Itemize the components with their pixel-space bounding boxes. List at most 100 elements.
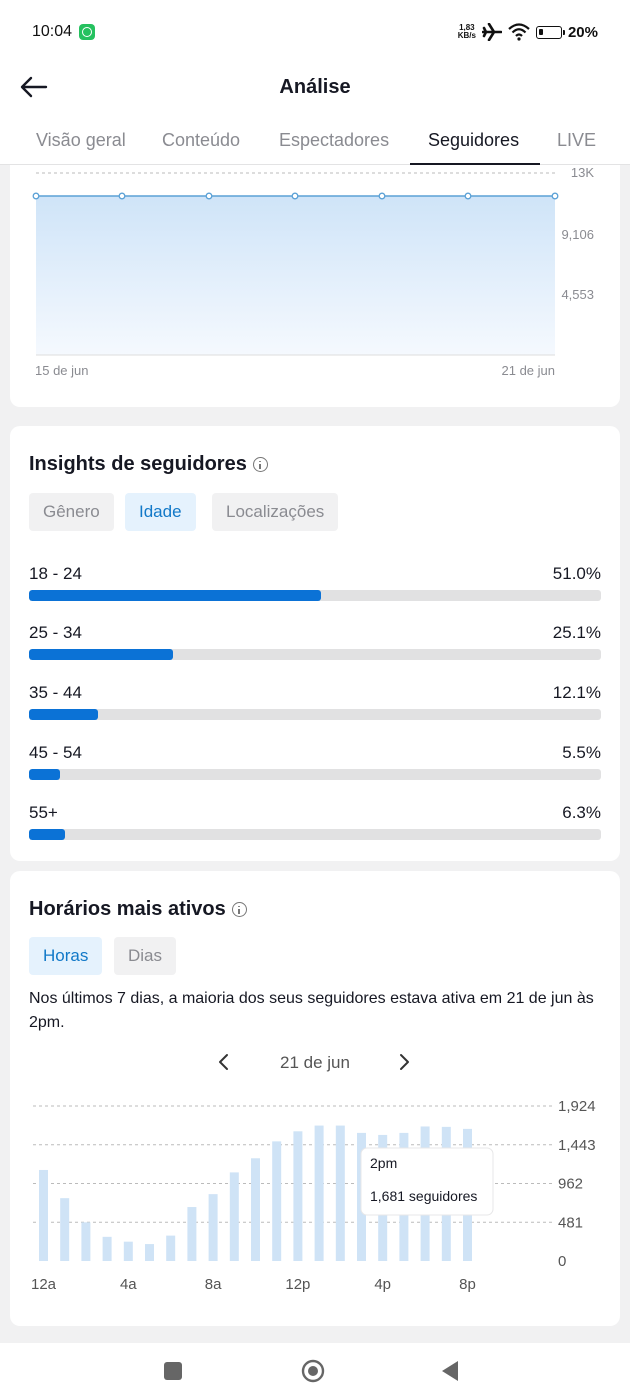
y-tick-label: 962: [558, 1176, 583, 1193]
age-bar-track: [29, 649, 601, 660]
tooltip-box: [360, 1147, 494, 1216]
data-point: [205, 192, 213, 200]
age-value: 25.1%: [552, 623, 601, 642]
bar-7a[interactable]: [187, 1207, 197, 1261]
status-bar: 10:04 1,83 KB/s 20%: [0, 0, 630, 64]
bar-3a[interactable]: [102, 1236, 112, 1261]
age-bar-fill: [29, 829, 66, 840]
home-circle-icon[interactable]: [301, 1359, 325, 1383]
chevron-right-icon[interactable]: [397, 1053, 411, 1076]
back-triangle-icon[interactable]: [442, 1361, 458, 1381]
age-value: 51.0%: [552, 564, 601, 583]
tab-overview[interactable]: Visão geral: [36, 130, 126, 150]
tooltip-title: 2pm: [370, 1155, 397, 1171]
data-point: [118, 192, 126, 200]
age-bar-track: [29, 709, 601, 720]
chip-locations[interactable]: Localizações: [212, 493, 339, 531]
age-bar-fill: [29, 709, 99, 720]
data-point: [464, 192, 472, 200]
age-row-18-24: 18 - 24 51.0%: [29, 564, 601, 604]
y-tick-label: 1,443: [558, 1137, 596, 1154]
battery-icon: [535, 25, 565, 39]
x-tick-label: 12a: [31, 1276, 57, 1293]
y-tick-label: 9,106: [561, 227, 594, 242]
chip-hours[interactable]: Horas: [29, 937, 103, 975]
age-label: 18 - 24: [29, 564, 82, 583]
follower-insights-card: Insights de seguidores Gênero Idade Loca…: [10, 426, 620, 861]
bar-10a[interactable]: [251, 1158, 260, 1261]
date-navigator: 21 de jun: [10, 1051, 620, 1075]
age-row-35-44: 35 - 44 12.1%: [29, 683, 601, 723]
data-point: [291, 192, 299, 200]
y-tick-label: 1,924: [558, 1098, 596, 1115]
bar-4a[interactable]: [123, 1241, 133, 1261]
chevron-left-icon[interactable]: [217, 1053, 231, 1076]
x-tick-label: 8p: [459, 1276, 476, 1293]
followers-chart-card: 13K 9,106 4,553 15 de jun 21 de jun: [10, 165, 620, 407]
bar-6a[interactable]: [166, 1235, 176, 1261]
chip-gender[interactable]: Gênero: [29, 493, 114, 531]
insights-title: Insights de seguidores: [29, 453, 247, 475]
y-tick-label: 481: [558, 1214, 583, 1231]
tab-content[interactable]: Conteúdo: [162, 130, 241, 150]
home-circle-dot: [308, 1366, 318, 1376]
whatsapp-icon: [79, 24, 95, 40]
age-bar-track: [29, 769, 601, 780]
bar-8a[interactable]: [208, 1194, 218, 1261]
info-icon[interactable]: [252, 457, 268, 472]
chip-age[interactable]: Idade: [125, 493, 196, 531]
network-speed: 1,83 KB/s: [458, 24, 476, 40]
bar-12a[interactable]: [39, 1169, 48, 1261]
active-hours-bar-chart: 1,924 1,443 962 481 0 12a 4a 8a 12p 4p 8p 2pm 1,6…: [31, 1098, 596, 1293]
back-arrow-icon: [20, 76, 48, 98]
system-nav-bar: [0, 1343, 630, 1400]
network-speed-value: 1,83: [459, 23, 475, 32]
age-label: 55+: [29, 803, 58, 822]
insights-title-row: Insights de seguidores: [29, 453, 268, 476]
age-value: 12.1%: [552, 683, 601, 702]
age-value: 6.3%: [562, 803, 601, 822]
age-row-45-54: 45 - 54 5.5%: [29, 743, 601, 783]
age-bar-fill: [29, 769, 61, 780]
bar-1a[interactable]: [60, 1198, 70, 1261]
bar-12p[interactable]: [293, 1131, 303, 1261]
bar-1p[interactable]: [314, 1125, 324, 1261]
tab-followers[interactable]: Seguidores: [428, 130, 520, 150]
tab-live[interactable]: LIVE: [557, 130, 597, 150]
tooltip-value: 1,681 seguidores: [370, 1188, 477, 1204]
battery-percent: 20%: [567, 23, 598, 41]
data-point: [551, 192, 559, 200]
header: Análise Visão geral Conteúdo Espectadore…: [0, 64, 630, 166]
age-bar-track: [29, 829, 601, 840]
status-time: 10:04: [32, 23, 73, 40]
airplane-icon: [481, 22, 502, 42]
bar-5a[interactable]: [145, 1244, 154, 1261]
active-times-title-row: Horários mais ativos: [29, 898, 247, 921]
y-tick-label: 4,553: [561, 287, 594, 302]
age-row-25-34: 25 - 34 25.1%: [29, 623, 601, 663]
age-bar-fill: [29, 590, 321, 601]
wifi-icon: [508, 22, 530, 42]
y-tick-label: 13K: [571, 165, 594, 180]
active-tab-indicator: [410, 163, 540, 166]
info-icon[interactable]: [231, 902, 247, 917]
active-summary-text: Nos últimos 7 dias, a maioria dos seus s…: [29, 990, 594, 1031]
data-point: [378, 192, 386, 200]
x-tick-label: 21 de jun: [502, 363, 556, 378]
recents-square-icon[interactable]: [164, 1362, 182, 1380]
active-times-title: Horários mais ativos: [29, 898, 226, 920]
bar-2p[interactable]: [335, 1125, 345, 1261]
active-times-card: Horários mais ativos Horas Dias Nos últi…: [10, 871, 620, 1326]
chip-days[interactable]: Dias: [114, 937, 177, 975]
selected-date: 21 de jun: [280, 1053, 350, 1072]
back-button[interactable]: [18, 73, 50, 101]
age-label: 25 - 34: [29, 623, 82, 642]
bar-2a[interactable]: [81, 1222, 91, 1261]
y-tick-label: 0: [558, 1253, 566, 1270]
bar-9a[interactable]: [229, 1172, 239, 1261]
tab-viewers[interactable]: Espectadores: [279, 130, 390, 150]
bar-11a[interactable]: [272, 1141, 282, 1261]
age-row-55-plus: 55+ 6.3%: [29, 803, 601, 843]
age-label: 35 - 44: [29, 683, 82, 702]
age-bar-track: [29, 590, 601, 601]
